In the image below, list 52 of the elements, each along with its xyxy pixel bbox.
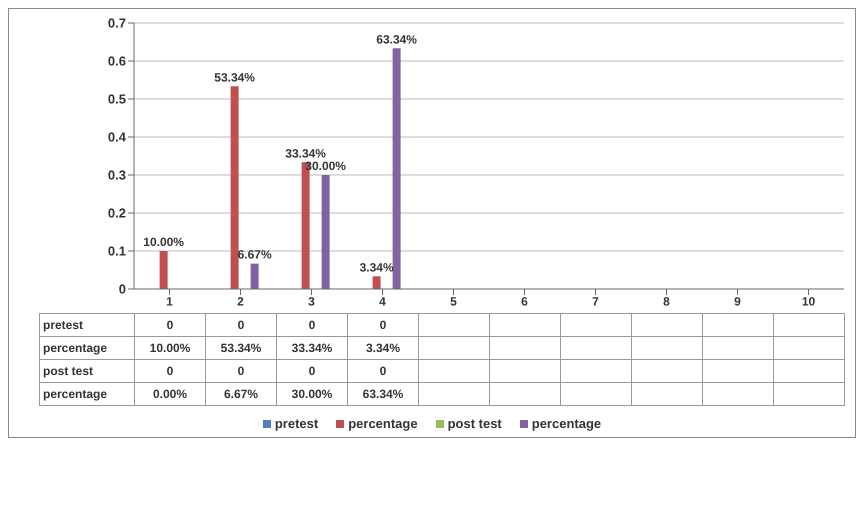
y-tick-label: 0.2	[108, 206, 126, 221]
text: percentage	[43, 341, 108, 355]
y-tick-label: 0.7	[108, 16, 126, 31]
x-tick-label: 10	[802, 294, 816, 309]
x-tick-label: 3	[308, 294, 316, 309]
text: 63.34%	[376, 32, 417, 46]
data-label: 0	[348, 314, 418, 336]
legend-label: post test	[446, 416, 502, 431]
x-tick-label: 4	[379, 294, 386, 309]
x-tick-label: 5	[450, 294, 458, 309]
data-label: 30.00%	[276, 382, 348, 406]
data-label: 0	[206, 360, 276, 382]
y-tick-label: 0.4	[108, 130, 127, 145]
data-label: 0.00%	[134, 382, 206, 406]
x-tick-label: 8	[663, 294, 670, 309]
x-tick-label: 9	[734, 294, 742, 309]
text: percentage	[43, 387, 108, 401]
data-label: 0	[134, 314, 206, 336]
bar	[230, 86, 239, 289]
data-label: 0	[276, 314, 348, 336]
y-tick-label: 0.1	[108, 244, 126, 259]
data-label: 0	[276, 360, 348, 382]
text: 53.34%	[214, 70, 255, 84]
bar	[322, 175, 330, 289]
bar	[392, 48, 401, 289]
x-tick-label: 7	[592, 294, 600, 309]
text: 10.00%	[143, 235, 184, 249]
bar	[160, 251, 168, 289]
data-label: 0	[206, 314, 276, 336]
text: post test	[43, 364, 94, 378]
x-tick-label: 6	[521, 294, 528, 309]
legend-label: percentage	[347, 416, 418, 431]
data-label: 6.67%	[206, 382, 276, 406]
data-label: 0	[348, 360, 418, 382]
x-tick-label: 2	[237, 294, 244, 309]
data-label: 53.34%	[206, 336, 276, 360]
legend-label: pretest	[274, 416, 318, 431]
data-label: 63.34%	[348, 382, 418, 406]
bar	[372, 276, 381, 289]
legend-label: percentage	[530, 416, 602, 431]
data-label: 0	[134, 360, 206, 382]
data-label: 3.34%	[348, 336, 418, 360]
text: pretest	[43, 318, 84, 332]
y-tick-label: 0.5	[108, 92, 126, 107]
text: 33.34%	[285, 146, 326, 160]
bar	[250, 264, 259, 289]
y-tick-label: 0	[118, 282, 126, 297]
data-label: 33.34%	[276, 336, 348, 360]
y-tick-label: 0.3	[108, 168, 126, 183]
y-tick-label: 0.6	[108, 54, 126, 69]
x-tick-label: 1	[166, 294, 174, 309]
data-label: 10.00%	[134, 336, 206, 360]
